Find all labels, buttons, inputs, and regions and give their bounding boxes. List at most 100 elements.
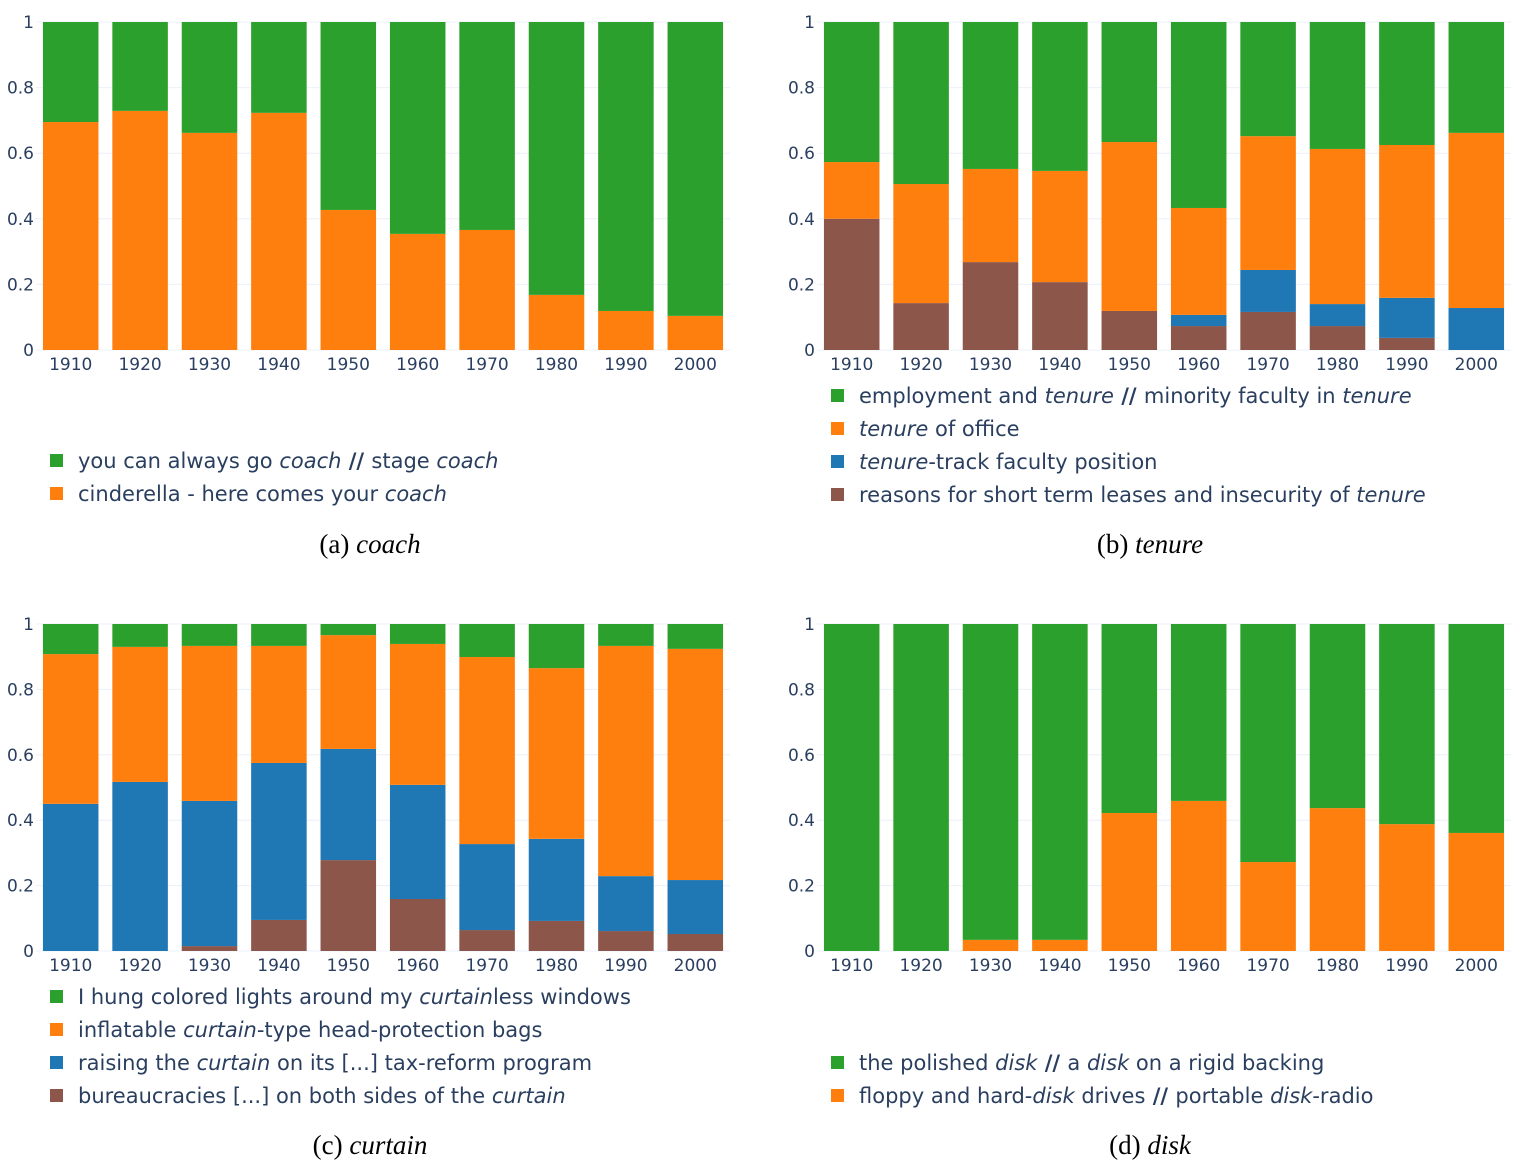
bar-1970-series-1 [1240, 624, 1296, 863]
legend-text-segment: minority faculty in [1144, 384, 1342, 408]
bar-1950-series-3 [320, 624, 377, 636]
legend-text-segment: -track faculty position [928, 450, 1157, 474]
legend-item[interactable]: you can always go coach // stage coach [50, 449, 499, 473]
legend-text-segment: portable [1175, 1084, 1270, 1108]
panel-caption: (c) curtain [313, 1130, 428, 1160]
bar-1920-series-1 [112, 781, 168, 951]
bar-1930-series-3 [181, 624, 238, 646]
bar-1970-series-0 [459, 930, 515, 951]
bar-1960-series-1 [1170, 314, 1227, 327]
legend-swatch [50, 1023, 63, 1036]
legend-swatch [50, 990, 63, 1003]
legend-swatch [50, 1056, 63, 1069]
y-tick-label: 0 [23, 942, 34, 962]
bar-1960-series-1 [389, 784, 446, 900]
bar-1940-series-1 [1032, 624, 1088, 940]
x-tick-label: 1960 [1177, 956, 1220, 976]
bar-2000-series-3 [667, 624, 724, 649]
legend-item[interactable]: the polished disk // a disk on a rigid b… [831, 1051, 1324, 1075]
legend-swatch [831, 488, 844, 501]
x-tick-label: 1950 [1108, 355, 1151, 375]
legend-text-segment: stage [371, 449, 436, 473]
y-tick-label: 0.6 [788, 746, 815, 766]
legend-text-segment: I hung colored lights around my [78, 985, 419, 1009]
legend-item[interactable]: raising the curtain on its [...] tax-ref… [50, 1051, 592, 1075]
x-tick-label: 1980 [535, 956, 578, 976]
x-tick-label: 1910 [49, 956, 92, 976]
bar-1950-series-2 [1101, 142, 1158, 311]
bar-1970-series-1 [1240, 269, 1296, 312]
legend-item[interactable]: reasons for short term leases and insecu… [831, 483, 1426, 507]
bar-1990-series-3 [1379, 22, 1435, 145]
legend-swatch [831, 1056, 844, 1069]
chart-panel-c: 0 0.2 0.4 0.6 0.8 1 1910 1920 1930 1940 1950 1960 19… [7, 615, 730, 1160]
panel-caption: (b) tenure [1097, 529, 1203, 559]
bar-1980-series-3 [528, 624, 585, 669]
caption-word: coach [356, 529, 420, 559]
bar-1910-series-3 [42, 624, 99, 655]
bar-1940-series-0 [1032, 282, 1088, 350]
y-tick-label: 0.8 [788, 79, 815, 99]
legend-text-segment: bureaucracies [...] on both sides of the [78, 1084, 492, 1108]
bar-1940-series-2 [251, 645, 307, 763]
bar-1970-series-3 [459, 624, 515, 658]
bar-1980-series-0 [1309, 326, 1366, 350]
x-tick-label: 1980 [535, 355, 578, 375]
caption-word: tenure [1135, 529, 1203, 559]
caption-label: (b) [1097, 529, 1128, 559]
x-tick-label: 1970 [465, 355, 508, 375]
bar-1980-series-1 [528, 22, 585, 295]
bar-1910-series-1 [42, 22, 99, 123]
legend-label: the polished disk // a disk on a rigid b… [859, 1051, 1324, 1075]
bar-1910-series-1 [42, 803, 99, 951]
caption-space [349, 529, 356, 559]
x-tick-label: 1950 [327, 956, 370, 976]
y-tick-label: 0 [804, 942, 815, 962]
y-tick-label: 0.2 [788, 275, 815, 295]
legend-item[interactable]: tenure-track faculty position [831, 450, 1158, 474]
x-tick-label: 1930 [969, 355, 1012, 375]
legend-item[interactable]: employment and tenure // minority facult… [831, 384, 1412, 408]
legend-item[interactable]: bureaucracies [...] on both sides of the… [50, 1084, 566, 1108]
bar-1970-series-2 [459, 657, 515, 845]
bar-1980-series-0 [528, 920, 585, 951]
legend-item[interactable]: inflatable curtain-type head-protection … [50, 1018, 542, 1042]
legend-item[interactable]: cinderella - here comes your coach [50, 482, 447, 506]
legend-label: you can always go coach // stage coach [78, 449, 499, 473]
legend-text-segment: disk [995, 1051, 1038, 1075]
bar-1990-series-1 [1379, 624, 1435, 825]
legend-label: employment and tenure // minority facult… [859, 384, 1412, 408]
bar-1940-series-0 [251, 112, 307, 350]
bar-1930-series-2 [962, 168, 1019, 263]
legend-text-segment: on its [...] tax-reform program [270, 1051, 592, 1075]
caption-space [1128, 529, 1135, 559]
bar-1970-series-0 [1240, 311, 1296, 350]
y-tick-label: 0.6 [7, 144, 34, 164]
legend-item[interactable]: floppy and hard-disk drives // portable … [831, 1084, 1373, 1108]
y-tick-label: 0.6 [7, 746, 34, 766]
x-tick-label: 2000 [1455, 355, 1498, 375]
y-tick-label: 0.8 [7, 680, 34, 700]
legend-text-segment: inflatable [78, 1018, 183, 1042]
legend-label: floppy and hard-disk drives // portable … [859, 1084, 1373, 1108]
legend-text-segment: less windows [493, 985, 631, 1009]
caption-word: disk [1147, 1130, 1192, 1160]
x-tick-label: 1910 [49, 355, 92, 375]
bar-1920-series-2 [893, 184, 949, 304]
y-tick-label: 1 [23, 13, 34, 33]
legend-item[interactable]: I hung colored lights around my curtainl… [50, 985, 631, 1009]
legend-text-segment: disk [1032, 1084, 1075, 1108]
bar-1950-series-0 [1101, 310, 1158, 350]
y-tick-label: 1 [23, 615, 34, 635]
bar-1920-series-0 [893, 303, 949, 350]
x-tick-label: 2000 [674, 956, 717, 976]
panel-caption: (a) coach [319, 529, 420, 559]
legend-text-segment: employment and [859, 384, 1045, 408]
legend-text-segment: tenure [1356, 483, 1425, 507]
legend-text-segment: raising the [78, 1051, 197, 1075]
bar-1910-series-2 [42, 654, 99, 804]
y-tick-label: 1 [804, 13, 815, 33]
legend-item[interactable]: tenure of office [831, 417, 1020, 441]
legend-text-segment: curtain [197, 1051, 271, 1075]
legend-text-segment: disk [1270, 1084, 1313, 1108]
